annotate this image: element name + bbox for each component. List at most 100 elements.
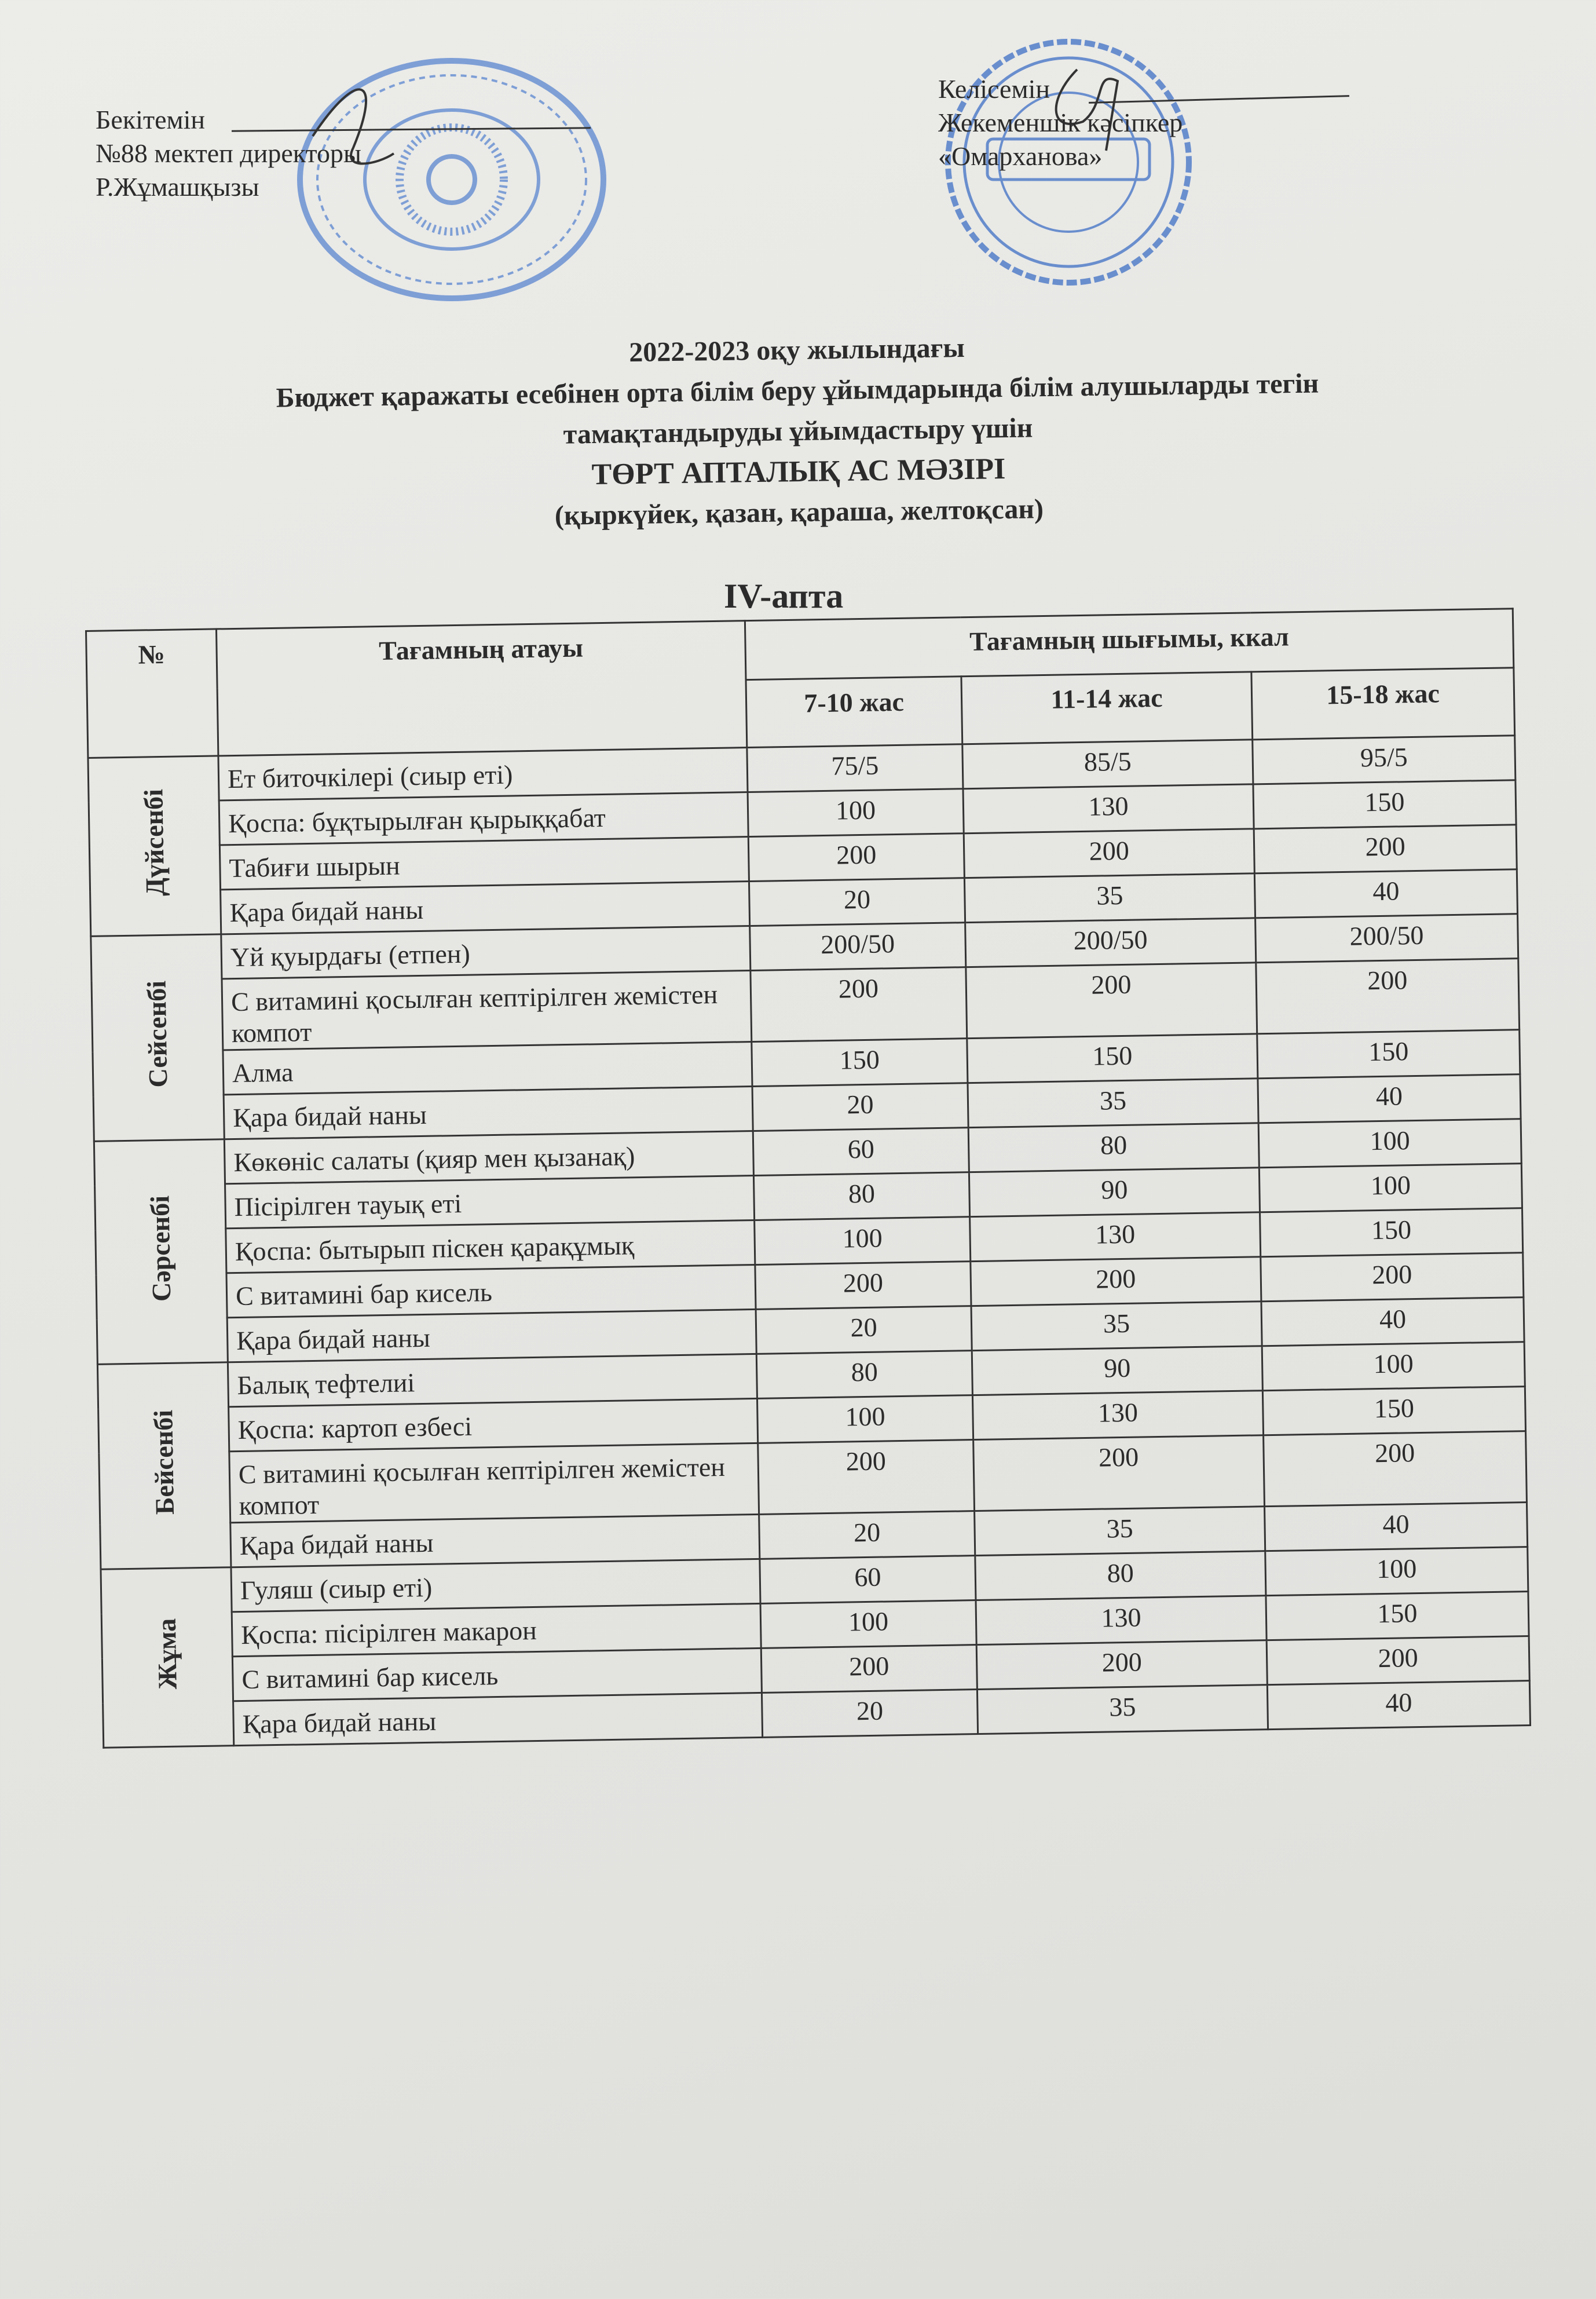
portion-value: 100 (1265, 1547, 1528, 1596)
dish-name: С витамині қосылған кептірілген жемістен… (221, 970, 752, 1050)
portion-value: 200 (761, 1644, 978, 1693)
portion-value: 150 (967, 1033, 1258, 1083)
dish-name: Алма (222, 1041, 753, 1095)
portion-value: 35 (977, 1684, 1268, 1734)
portion-value: 95/5 (1252, 735, 1516, 784)
entrepreneur-stamp (945, 39, 1192, 286)
portion-value: 200 (964, 828, 1255, 878)
portion-value: 80 (753, 1172, 970, 1220)
portion-value: 20 (759, 1511, 975, 1559)
dish-name: Ет биточкілері (сиыр еті) (218, 747, 748, 801)
portion-value: 200 (1260, 1252, 1524, 1302)
portion-value: 90 (969, 1167, 1260, 1217)
portion-value: 150 (1253, 780, 1517, 829)
dish-name: С витамині қосылған кептірілген жемістен… (229, 1443, 759, 1523)
day-label: Дүйсенбі (138, 788, 170, 897)
portion-value: 35 (971, 1301, 1262, 1351)
dish-name: Қара бидай наны (233, 1693, 763, 1746)
portion-value: 60 (753, 1127, 969, 1176)
day-label: Сейсенбі (141, 981, 173, 1088)
portion-value: 100 (1259, 1163, 1522, 1212)
portion-value: 100 (760, 1600, 977, 1649)
portion-value: 150 (1262, 1386, 1526, 1435)
dish-name: Қоспа: бұқтырылған қырыққабат (219, 792, 749, 845)
portion-value: 60 (759, 1555, 976, 1604)
portion-value: 200 (1254, 824, 1517, 873)
portion-value: 200/50 (749, 922, 966, 971)
portion-value: 150 (1260, 1208, 1523, 1257)
day-cell: Жұма (100, 1567, 234, 1748)
portion-value: 85/5 (962, 739, 1253, 789)
portion-value: 90 (972, 1346, 1263, 1395)
agreement-position: Жекеменшік кәсіпкер (938, 108, 1183, 137)
portion-value: 40 (1254, 869, 1518, 918)
agreement-name: «Омарханова» (938, 141, 1103, 171)
portion-value: 130 (962, 784, 1254, 834)
portion-value: 100 (757, 1395, 973, 1443)
portion-value: 20 (756, 1306, 972, 1354)
portion-value: 80 (968, 1123, 1260, 1172)
portion-value: 150 (751, 1038, 968, 1087)
week-heading: IV-апта (724, 577, 844, 615)
dish-name: Қоспа: картоп езбесі (228, 1398, 758, 1452)
day-label: Бейсенбі (148, 1409, 180, 1515)
header-age: 15-18 жас (1251, 667, 1515, 740)
portion-value: 200 (970, 1256, 1261, 1306)
portion-value: 20 (749, 878, 965, 926)
day-label: Сәрсенбі (145, 1195, 177, 1302)
portion-value: 200 (755, 1261, 972, 1310)
menu-table: № Тағамның атауы Тағамның шығымы, ккал 7… (85, 608, 1531, 1749)
portion-value: 20 (752, 1083, 969, 1131)
dish-name: Қара бидай наны (224, 1086, 753, 1139)
portion-value: 75/5 (746, 744, 963, 792)
day-cell: Бейсенбі (97, 1362, 231, 1570)
approval-block: Бекітемін №88 мектеп директоры Р.Жұмашқы… (96, 103, 361, 204)
portion-value: 40 (1261, 1297, 1525, 1346)
document-title: 2022-2023 оқу жылындағы Бюджет қаражаты … (0, 319, 1596, 544)
portion-value: 150 (1265, 1591, 1529, 1640)
portion-value: 130 (969, 1212, 1261, 1262)
dish-name: Қоспа: пісірілген макарон (232, 1603, 762, 1657)
day-label: Жұма (151, 1618, 182, 1690)
portion-value: 100 (1262, 1342, 1525, 1391)
agreement-block: Келісемін Жекеменшік кәсіпкер «Омарханов… (938, 72, 1183, 173)
portion-value: 200 (757, 1439, 975, 1515)
portion-value: 35 (964, 873, 1255, 923)
portion-value: 35 (967, 1078, 1259, 1128)
portion-value: 200 (976, 1640, 1268, 1690)
portion-value: 200 (973, 1435, 1265, 1511)
dish-name: Гуляш (сиыр еті) (230, 1559, 761, 1612)
dish-name: С витамині бар кисель (232, 1648, 762, 1701)
portion-value: 130 (975, 1595, 1267, 1645)
portion-value: 200 (1255, 958, 1520, 1034)
portion-value: 200 (748, 833, 965, 882)
portion-value: 200/50 (965, 918, 1256, 967)
portion-value: 100 (754, 1216, 971, 1265)
day-cell: Дүйсенбі (87, 755, 221, 937)
dish-name: Қара бидай наны (220, 881, 750, 934)
portion-value: 200/50 (1255, 913, 1518, 963)
dish-name: Қара бидай наны (230, 1514, 760, 1567)
dish-name: Үй қуырдағы (етпен) (221, 926, 751, 979)
dish-name: Көкөніс салаты (қияр мен қызанақ) (224, 1131, 754, 1184)
portion-value: 150 (1257, 1029, 1520, 1079)
header-age: 11-14 жас (961, 671, 1253, 744)
portion-value: 100 (1258, 1119, 1522, 1168)
dish-name: Балық тефтелиі (228, 1354, 757, 1407)
day-cell: Сәрсенбі (94, 1139, 228, 1365)
header-age: 7-10 жас (745, 676, 962, 748)
day-cell: Сейсенбі (90, 934, 225, 1142)
header-name: Тағамның атауы (216, 620, 747, 756)
portion-value: 80 (756, 1350, 973, 1399)
portion-value: 200 (750, 967, 967, 1042)
portion-value: 40 (1267, 1680, 1531, 1730)
approval-name: Р.Жұмашқызы (96, 172, 259, 202)
portion-value: 200 (1266, 1636, 1530, 1685)
portion-value: 40 (1257, 1074, 1521, 1123)
dish-name: Қара бидай наны (227, 1309, 757, 1362)
portion-value: 130 (972, 1390, 1264, 1440)
dish-name: Табиғи шырын (219, 836, 749, 890)
portion-value: 80 (975, 1551, 1266, 1600)
portion-value: 100 (748, 788, 964, 837)
agreement-label: Келісемін (938, 74, 1050, 104)
